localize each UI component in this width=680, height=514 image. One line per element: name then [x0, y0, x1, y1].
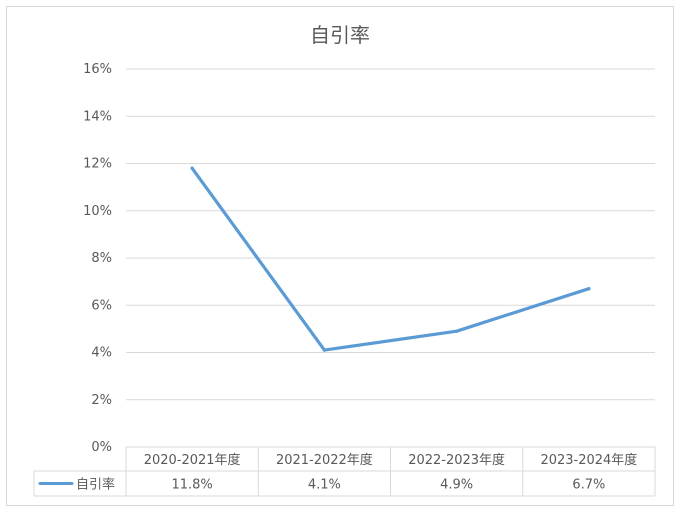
series-line — [190, 166, 591, 352]
x-category-label: 2022-2023年度 — [408, 452, 505, 468]
y-tick-label: 0% — [91, 440, 112, 455]
y-tick-label: 8% — [91, 251, 112, 266]
y-tick-label: 4% — [91, 346, 112, 361]
x-category-label: 2023-2024年度 — [540, 452, 637, 468]
data-label: 6.7% — [572, 478, 605, 493]
data-point — [190, 166, 194, 170]
x-category-label: 2021-2022年度 — [276, 452, 373, 468]
data-point — [322, 348, 326, 352]
y-tick-label: 12% — [83, 157, 112, 172]
x-category-label: 2020-2021年度 — [144, 452, 241, 468]
data-label: 4.9% — [440, 478, 473, 493]
data-table: 2020-2021年度 2021-2022年度 2022-2023年度 2023-20… — [33, 447, 656, 497]
y-tick-label: 14% — [83, 109, 112, 124]
y-axis-tick-labels: 0% 2% 4% 6% 8% 10% 12% 14% 16% — [83, 62, 112, 455]
chart-outer-border — [6, 6, 674, 506]
y-tick-label: 10% — [83, 204, 112, 219]
y-tick-label: 16% — [83, 62, 112, 77]
data-label: 4.1% — [308, 478, 341, 493]
chart-title: 自引率 — [310, 23, 370, 47]
data-label: 11.8% — [171, 478, 212, 493]
y-tick-label: 2% — [91, 393, 112, 408]
y-tick-label: 6% — [91, 298, 112, 313]
series-layer — [190, 166, 591, 352]
grid-layer — [126, 68, 655, 448]
data-point — [455, 329, 459, 333]
data-point — [587, 287, 591, 291]
legend-series-name: 自引率 — [76, 477, 115, 493]
